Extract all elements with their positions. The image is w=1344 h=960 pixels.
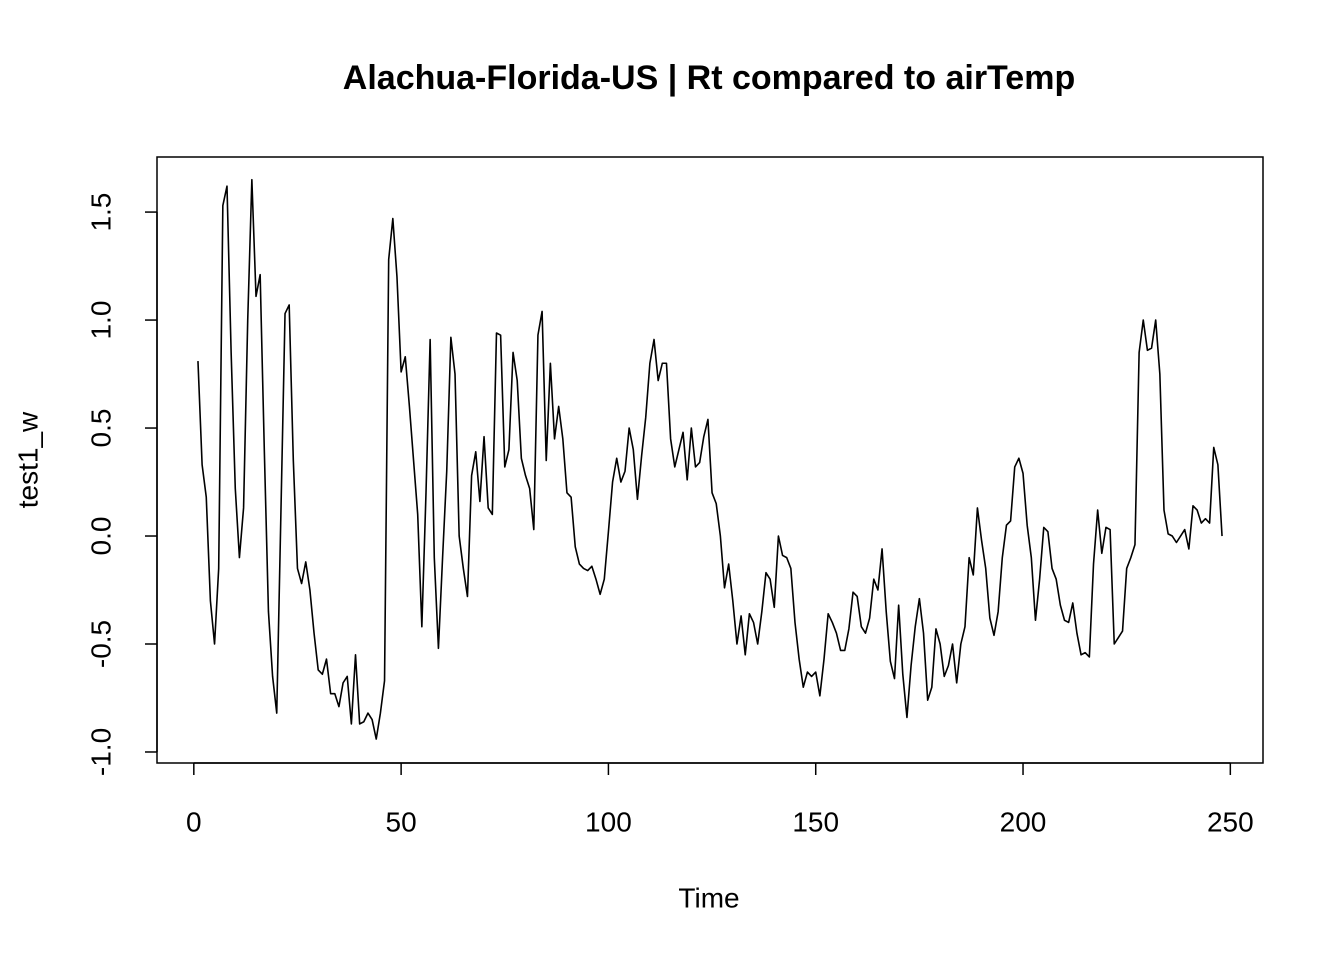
x-tick-label: 100 [585,806,632,837]
y-axis-label: test1_w [12,411,43,508]
x-tick-label: 150 [792,806,839,837]
y-tick-label: -1.0 [85,728,116,776]
data-line [197,178,1223,740]
x-tick-label: 0 [186,806,202,837]
y-tick-label: -0.5 [85,620,116,668]
y-tick-label: 1.0 [85,301,116,340]
y-tick-label: 0.0 [85,517,116,556]
x-axis-label: Time [678,882,739,913]
chart-title: Alachua-Florida-US | Rt compared to airT… [343,59,1075,97]
x-tick-label: 250 [1207,806,1254,837]
x-tick-label: 50 [386,806,417,837]
y-tick-label: 0.5 [85,409,116,448]
y-tick-label: 1.5 [85,193,116,232]
x-tick-label: 200 [1000,806,1047,837]
